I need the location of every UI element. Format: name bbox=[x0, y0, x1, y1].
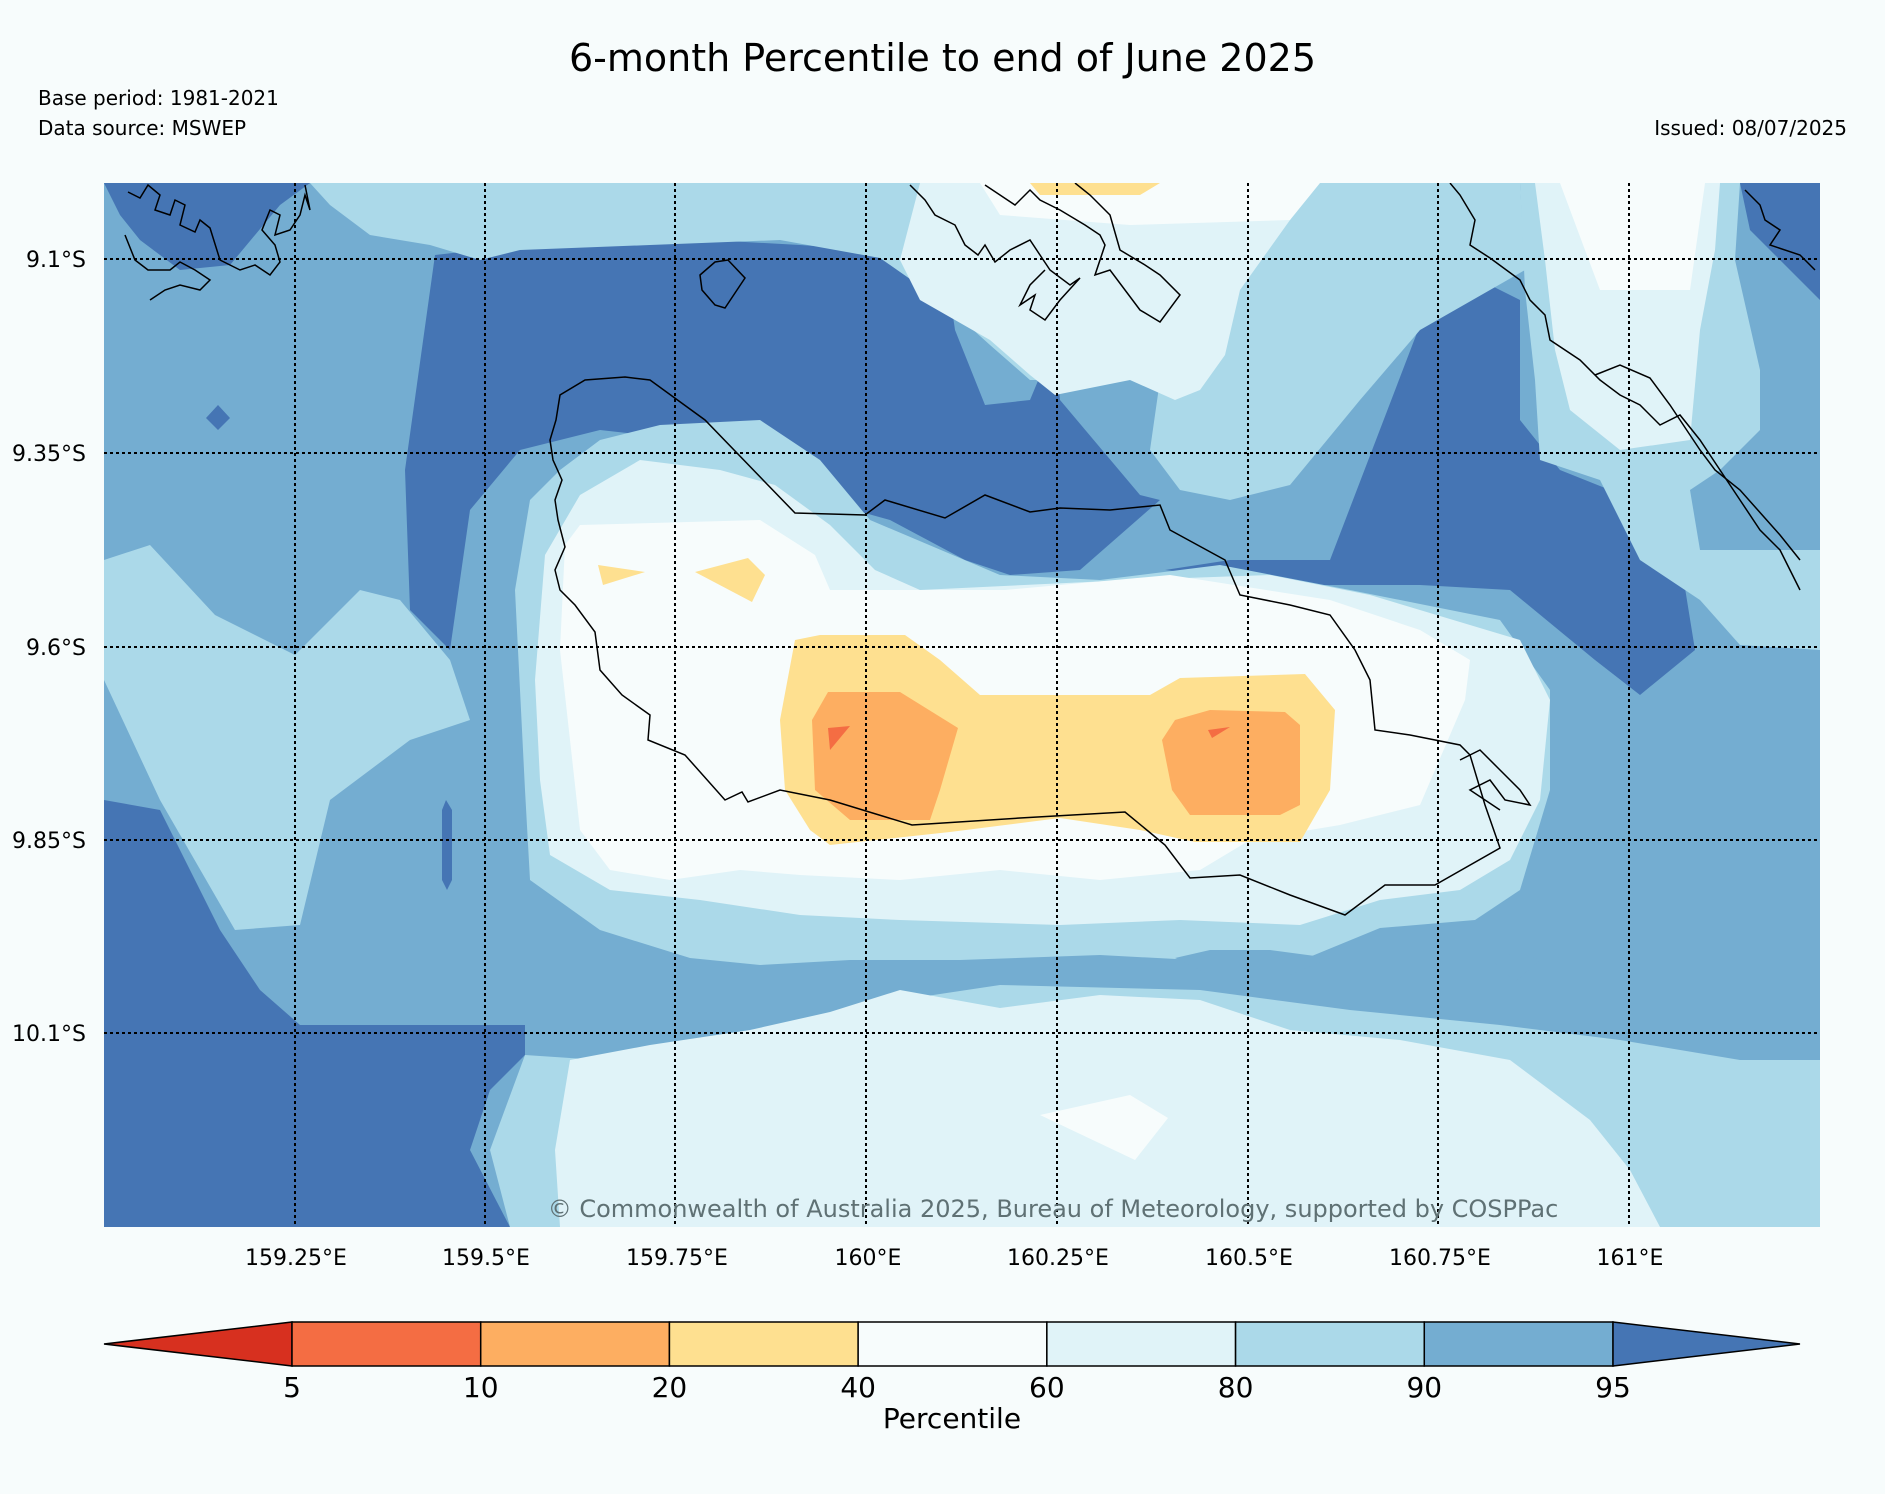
coastline-east-tip bbox=[1459, 749, 1532, 811]
band-95-dot-west bbox=[206, 405, 230, 430]
band-40-60-east-column bbox=[1560, 183, 1705, 290]
map-title: 6-month Percentile to end of June 2025 bbox=[569, 36, 1316, 80]
colorbar-label: Percentile bbox=[883, 1402, 1021, 1435]
colorbar-swatch bbox=[1423, 1321, 1614, 1367]
coastline-nw-island bbox=[127, 183, 311, 277]
band-95-east bbox=[1165, 280, 1695, 695]
lon-label: 159.5°E bbox=[442, 1246, 530, 1271]
base-period: Base period: 1981-2021 bbox=[38, 86, 279, 110]
colorbar-tick-label: 90 bbox=[1406, 1371, 1442, 1404]
lat-label: 9.35°S bbox=[12, 442, 86, 467]
colorbar-swatch bbox=[857, 1321, 1048, 1367]
lon-label: 160.25°E bbox=[1007, 1246, 1109, 1271]
colorbar-swatch bbox=[291, 1321, 482, 1367]
colorbar-tick-label: 20 bbox=[652, 1371, 688, 1404]
colorbar-tick-label: 10 bbox=[463, 1371, 499, 1404]
band-95-top-right bbox=[1740, 183, 1820, 300]
data-source: Data source: MSWEP bbox=[38, 116, 247, 140]
band-10-20-west bbox=[812, 692, 958, 820]
lon-label: 160.5°E bbox=[1205, 1246, 1293, 1271]
band-80-90-west bbox=[104, 545, 470, 930]
lon-label: 159.75°E bbox=[626, 1246, 728, 1271]
coastline-group bbox=[124, 183, 1816, 916]
colorbar-swatch bbox=[479, 1321, 671, 1367]
colorbar-swatch bbox=[668, 1321, 859, 1367]
lat-label: 10.1°S bbox=[12, 1022, 86, 1047]
colorbar: 5 10 20 40 60 80 90 95 Percentile bbox=[103, 1321, 1801, 1435]
colorbar-tick-label: 5 bbox=[283, 1371, 301, 1404]
lon-label: 159.25°E bbox=[245, 1246, 347, 1271]
lat-label: 9.6°S bbox=[26, 636, 86, 661]
band-95-stripe bbox=[442, 800, 452, 890]
coastline-nw-shore bbox=[124, 234, 212, 301]
band-40-60-south-patch bbox=[1040, 1095, 1168, 1160]
graticule bbox=[104, 183, 1820, 1227]
lon-label: 161°E bbox=[1597, 1246, 1664, 1271]
coastline-north-islands-b bbox=[984, 183, 1181, 323]
band-90-95-blob bbox=[1175, 950, 1330, 975]
copyright-notice: © Commonwealth of Australia 2025, Bureau… bbox=[548, 1195, 1559, 1223]
band-90-95-blob-b bbox=[1490, 953, 1540, 982]
band-80-90-northeast bbox=[1150, 183, 1525, 500]
band-20-40-north-b bbox=[695, 558, 765, 602]
coastline-north-islands bbox=[909, 184, 1081, 322]
colorbar-tick-label: 95 bbox=[1595, 1371, 1631, 1404]
band-20-40-top bbox=[1030, 183, 1160, 195]
colorbar-swatch bbox=[1234, 1321, 1426, 1367]
band-5-10-west bbox=[828, 726, 850, 750]
band-60-80-ne bbox=[900, 183, 1310, 400]
lon-label: 160°E bbox=[835, 1246, 902, 1271]
coastline-main-island bbox=[549, 376, 1501, 916]
issued-date: Issued: 08/07/2025 bbox=[1654, 116, 1847, 140]
colorbar-extend-low bbox=[103, 1321, 293, 1367]
lat-label: 9.1°S bbox=[26, 248, 86, 273]
coastline-ne-islets bbox=[1744, 189, 1816, 271]
colorbar-swatch bbox=[1046, 1321, 1237, 1367]
coastline-east-island bbox=[1449, 183, 1801, 591]
lat-label: 9.85°S bbox=[12, 829, 86, 854]
coastline-nw-islet bbox=[699, 259, 746, 309]
band-20-40-north-a bbox=[598, 565, 645, 585]
band-10-20-east bbox=[1162, 710, 1300, 815]
band-95-southwest bbox=[104, 800, 525, 1227]
lon-label: 160.75°E bbox=[1389, 1246, 1491, 1271]
colorbar-extend-high bbox=[1612, 1321, 1801, 1367]
map-field: © Commonwealth of Australia 2025, Bureau… bbox=[104, 183, 1820, 1227]
colorbar-tick-label: 60 bbox=[1029, 1371, 1065, 1404]
colorbar-tick-label: 80 bbox=[1218, 1371, 1254, 1404]
colorbar-tick-label: 40 bbox=[840, 1371, 876, 1404]
band-5-10-east bbox=[1208, 727, 1230, 738]
